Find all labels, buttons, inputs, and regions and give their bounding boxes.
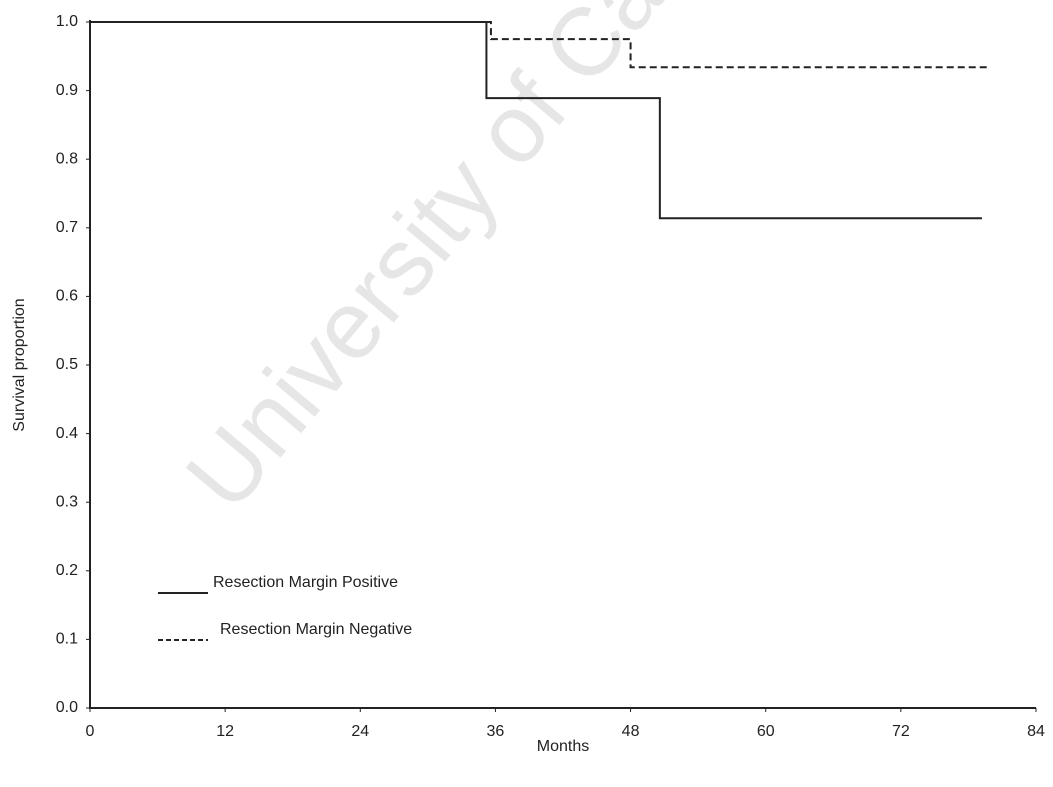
y-tick-label: 0.1 xyxy=(56,631,78,648)
x-tick-label: 84 xyxy=(1027,723,1045,740)
y-tick-label: 0.7 xyxy=(56,219,78,236)
x-tick-label: 48 xyxy=(622,723,640,740)
survival-line xyxy=(90,21,988,69)
legend-label: Resection Margin Positive xyxy=(213,574,398,591)
y-tick-label: 0.5 xyxy=(56,356,78,373)
y-tick-label: 0.0 xyxy=(56,699,78,716)
x-tick-label: 60 xyxy=(757,723,775,740)
x-tick-label: 0 xyxy=(86,723,95,740)
x-tick-label: 12 xyxy=(216,723,234,740)
y-tick-label: 0.8 xyxy=(56,150,78,167)
y-tick-label: 0.2 xyxy=(56,562,78,579)
x-tick-label: 72 xyxy=(892,723,910,740)
y-tick-label: 0.3 xyxy=(56,493,78,510)
legend-label: Resection Margin Negative xyxy=(220,621,412,638)
watermark: University of Ca xyxy=(166,0,684,529)
y-tick-label: 0.9 xyxy=(56,82,78,99)
y-tick-label: 1.0 xyxy=(56,13,78,30)
y-tick-label: 0.6 xyxy=(56,288,78,305)
x-tick-label: 24 xyxy=(351,723,369,740)
x-axis-label: Months xyxy=(537,738,589,755)
y-axis-label: Survival proportion xyxy=(11,298,28,431)
y-tick-label: 0.4 xyxy=(56,425,78,442)
x-tick-label: 36 xyxy=(487,723,505,740)
